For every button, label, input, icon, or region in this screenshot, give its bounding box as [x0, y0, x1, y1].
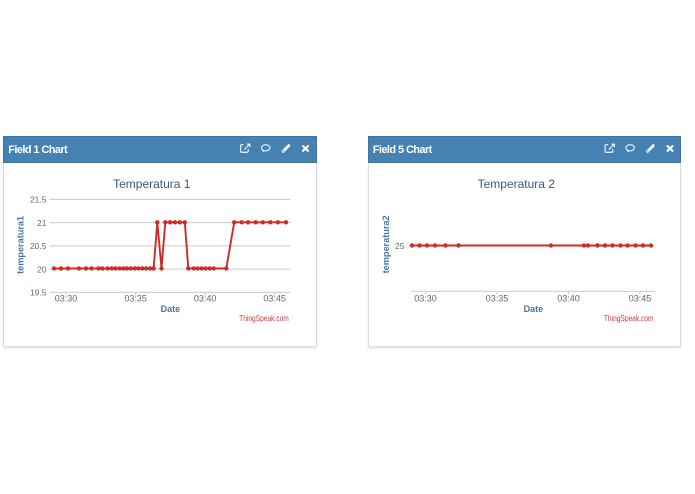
svg-text:03:30: 03:30	[55, 294, 78, 304]
svg-text:temperatura1: temperatura1	[16, 216, 26, 274]
svg-text:Temperatura 2: Temperatura 2	[478, 177, 556, 191]
svg-text:Field 1 Chart: Field 1 Chart	[8, 144, 68, 156]
svg-text:temperatura2: temperatura2	[381, 215, 391, 273]
svg-text:03:30: 03:30	[414, 294, 437, 304]
svg-text:03:35: 03:35	[486, 294, 509, 304]
svg-text:ThingSpeak.com: ThingSpeak.com	[604, 313, 654, 323]
svg-text:03:45: 03:45	[263, 294, 286, 304]
svg-text:19.5: 19.5	[30, 288, 47, 298]
svg-text:Date: Date	[161, 304, 181, 314]
svg-text:03:40: 03:40	[557, 294, 580, 304]
svg-text:ThingSpeak.com: ThingSpeak.com	[239, 313, 289, 323]
svg-text:Field 5 Chart: Field 5 Chart	[373, 144, 433, 156]
svg-text:21: 21	[37, 218, 47, 228]
svg-text:Date: Date	[524, 304, 544, 314]
svg-text:20.5: 20.5	[30, 241, 47, 251]
svg-text:20: 20	[37, 264, 47, 274]
svg-text:25: 25	[395, 241, 405, 251]
svg-text:03:40: 03:40	[194, 294, 217, 304]
svg-text:Temperatura 1: Temperatura 1	[113, 177, 191, 191]
svg-text:03:45: 03:45	[629, 294, 652, 304]
svg-text:21.5: 21.5	[30, 195, 47, 205]
svg-text:03:35: 03:35	[124, 294, 147, 304]
